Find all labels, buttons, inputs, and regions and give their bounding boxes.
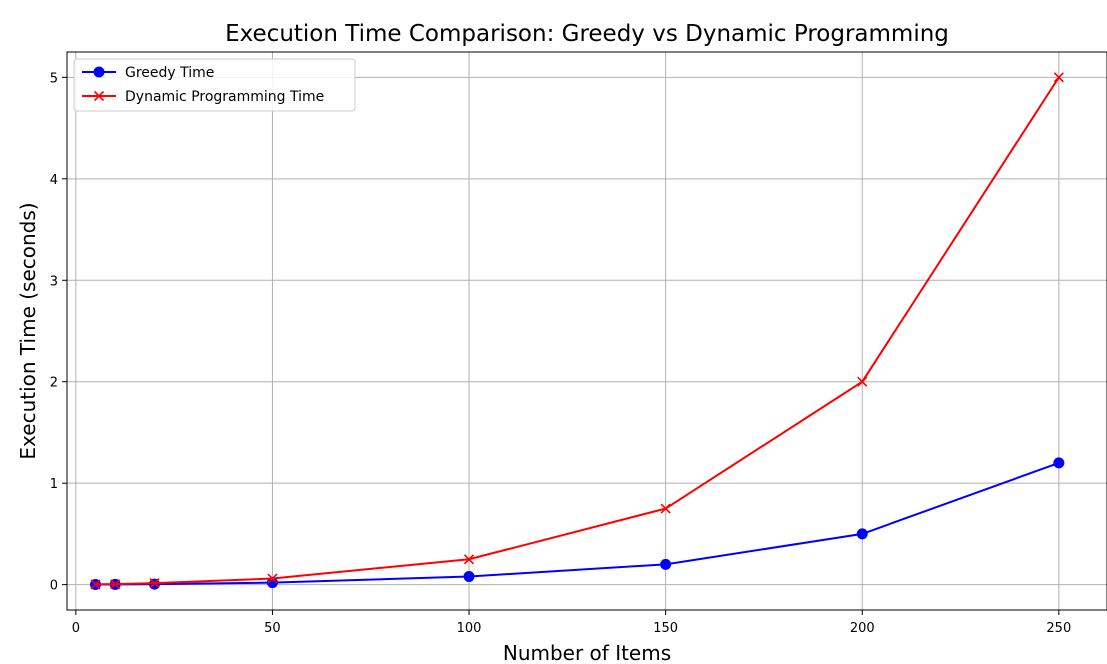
x-tick-label: 200 — [850, 621, 875, 636]
y-tick-label: 2 — [50, 376, 58, 391]
legend-entry: Dynamic Programming Time — [82, 89, 324, 105]
legend-label: Greedy Time — [125, 65, 214, 81]
y-tick-label: 3 — [50, 274, 58, 289]
legend-box — [73, 58, 356, 112]
legend-marker — [93, 66, 105, 78]
x-axis-title: Number of Items — [503, 641, 671, 664]
data-point — [1053, 72, 1064, 83]
data-point — [149, 578, 160, 589]
data-point — [660, 558, 672, 570]
data-point — [267, 573, 278, 584]
y-tick-label: 4 — [50, 173, 58, 188]
x-tick-label: 100 — [457, 621, 482, 636]
data-point — [660, 503, 671, 514]
data-point — [90, 579, 101, 590]
data-point — [463, 554, 475, 565]
legend-marker — [93, 90, 105, 102]
data-point — [1053, 457, 1065, 469]
x-tick-label: 150 — [653, 621, 678, 636]
series-line — [95, 76, 1060, 586]
series-dynamic-programming — [90, 72, 1064, 590]
y-tick-label: 1 — [50, 477, 58, 492]
y-tick-label: 0 — [50, 579, 58, 594]
legend-entry: Greedy Time — [82, 65, 214, 81]
x-tick-label: 50 — [264, 621, 281, 636]
axis-ticks: 0 50 100 150 200 250 0 1 2 3 4 5 — [50, 71, 1072, 636]
legend-label: Dynamic Programming Time — [125, 89, 324, 105]
legend: Greedy Time Dynamic Programming Time — [73, 58, 356, 112]
x-tick-label: 0 — [72, 621, 80, 636]
data-point — [463, 571, 475, 583]
data-point — [110, 579, 121, 590]
y-axis-title: Execution Time (seconds) — [16, 202, 40, 459]
data-point — [856, 528, 868, 540]
y-tick-label: 5 — [50, 71, 58, 86]
series-layer — [90, 72, 1065, 591]
data-point — [857, 376, 868, 387]
chart-title: Execution Time Comparison: Greedy vs Dyn… — [225, 21, 949, 47]
plot-area-frame — [66, 51, 1107, 611]
grid-lines — [67, 52, 1107, 610]
x-tick-label: 250 — [1046, 621, 1071, 636]
